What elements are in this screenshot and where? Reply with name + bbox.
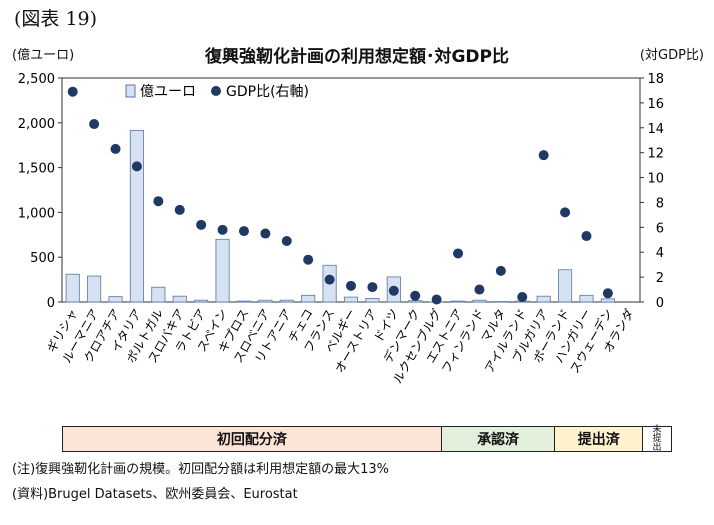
gdp-ratio-point bbox=[196, 219, 207, 230]
bar bbox=[536, 295, 551, 303]
right-tick-label: 6 bbox=[656, 221, 664, 236]
bar bbox=[87, 275, 102, 303]
status-segment: 提出済 bbox=[555, 427, 644, 451]
status-segment: 初回配分済 bbox=[63, 427, 442, 451]
bar bbox=[343, 296, 359, 303]
status-segment: 未提出 bbox=[643, 425, 671, 452]
bar bbox=[579, 294, 594, 303]
gdp-ratio-point bbox=[602, 288, 613, 299]
gdp-ratio-point bbox=[153, 196, 164, 207]
gdp-ratio-point bbox=[110, 143, 121, 154]
figure-label: (図表 19) bbox=[14, 8, 98, 30]
bar bbox=[558, 269, 573, 303]
bar bbox=[408, 300, 423, 303]
gdp-ratio-point bbox=[474, 284, 485, 295]
gdp-ratio-point bbox=[517, 292, 528, 303]
gdp-ratio-point bbox=[495, 265, 506, 276]
right-tick-label: 8 bbox=[656, 196, 664, 211]
left-tick-label: 0 bbox=[47, 296, 55, 311]
gdp-ratio-point bbox=[581, 231, 592, 242]
left-tick-label: 1,500 bbox=[18, 162, 55, 177]
chart-axes: 0 500 1,000 1,500 2,000 2,500 0 2 4 6 8 10 12 14 16 18 bbox=[18, 72, 664, 311]
legend-dot-swatch bbox=[211, 86, 221, 96]
bar bbox=[236, 300, 251, 303]
right-tick-label: 12 bbox=[647, 147, 664, 162]
status-bar: 初回配分済 承認済 提出済未提出 bbox=[62, 425, 672, 452]
left-tick-label: 2,500 bbox=[18, 72, 55, 87]
bar bbox=[108, 296, 123, 303]
gdp-ratio-point bbox=[89, 119, 100, 130]
x-tick-labels: ギリシャルーマニアクロアチアイタリアポルトガルスロバキアラトビアスペインキプロス… bbox=[44, 306, 637, 386]
right-tick-label: 18 bbox=[647, 72, 664, 87]
bar bbox=[172, 295, 187, 303]
gdp-ratio-point bbox=[260, 228, 271, 239]
bar bbox=[472, 299, 487, 303]
right-tick-label: 14 bbox=[647, 122, 664, 137]
bar-series bbox=[65, 130, 615, 303]
bar bbox=[279, 299, 294, 303]
gdp-ratio-point bbox=[217, 224, 228, 235]
bar bbox=[194, 299, 209, 303]
gdp-ratio-point bbox=[538, 150, 549, 161]
gdp-ratio-point bbox=[410, 290, 421, 301]
left-tick-label: 1,000 bbox=[18, 206, 55, 221]
right-tick-label: 16 bbox=[647, 97, 664, 112]
gdp-ratio-point bbox=[346, 280, 356, 291]
note-text: (注)復興強靭化計画の規模。初回配分額は利用想定額の最大13% bbox=[12, 462, 390, 477]
right-tick-label: 10 bbox=[647, 172, 664, 187]
gdp-ratio-point bbox=[388, 285, 399, 296]
bar bbox=[600, 298, 615, 303]
gdp-ratio-point bbox=[303, 254, 314, 265]
bar bbox=[365, 298, 380, 303]
gdp-ratio-point bbox=[453, 248, 464, 259]
gdp-ratio-point bbox=[238, 226, 249, 237]
gdp-ratio-point bbox=[431, 294, 442, 305]
left-tick-label: 2,000 bbox=[18, 117, 55, 132]
gdp-ratio-point bbox=[281, 236, 292, 247]
gdp-ratio-point bbox=[560, 207, 571, 218]
right-tick-label: 2 bbox=[656, 271, 664, 286]
right-axis-unit: (対GDP比) bbox=[639, 48, 704, 63]
bar bbox=[451, 300, 466, 303]
bar bbox=[151, 286, 166, 303]
gdp-ratio-point bbox=[324, 274, 335, 285]
chart-plot: 05001,0001,5002,0002,500024681012141618 … bbox=[18, 72, 664, 386]
gdp-ratio-point bbox=[367, 282, 378, 293]
legend-bar-swatch bbox=[125, 84, 136, 98]
left-axis-unit: (億ユーロ) bbox=[12, 48, 75, 63]
plot-frame bbox=[61, 77, 641, 303]
chart-title: 復興強靭化計画の利用想定額･対GDP比 bbox=[204, 47, 510, 67]
source-text: (資料)Brugel Datasets、欧州委員会、Eurostat bbox=[12, 487, 298, 502]
bar bbox=[215, 238, 230, 303]
status-segment: 承認済 bbox=[441, 427, 556, 451]
gdp-ratio-series bbox=[67, 86, 613, 305]
legend-dot-label: GDP比(右軸) bbox=[226, 84, 309, 100]
gdp-ratio-point bbox=[67, 86, 78, 97]
legend-bar-label: 億ユーロ bbox=[140, 84, 196, 100]
left-tick-label: 500 bbox=[30, 251, 55, 266]
legend: 億ユーロ GDP比(右軸) bbox=[125, 84, 309, 100]
right-tick-label: 4 bbox=[656, 246, 664, 261]
bar bbox=[301, 294, 316, 303]
bar bbox=[258, 299, 273, 303]
right-tick-label: 0 bbox=[656, 296, 664, 311]
gdp-ratio-point bbox=[174, 204, 185, 215]
bar bbox=[129, 130, 144, 303]
bar bbox=[65, 273, 80, 303]
gdp-ratio-point bbox=[131, 161, 142, 172]
